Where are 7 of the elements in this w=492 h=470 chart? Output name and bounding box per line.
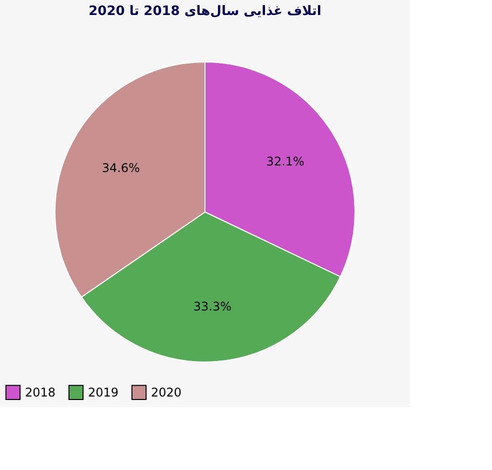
data-label: 34.6% (102, 160, 140, 175)
legend-label: 2020 (151, 385, 182, 400)
legend-label: 2019 (88, 385, 119, 400)
legend-label: 2018 (25, 385, 56, 400)
chart-title: اتلاف غذایی سال‌های 2018 تا 2020 (88, 4, 322, 19)
data-label: 33.3% (193, 300, 232, 314)
data-label: 32.1% (266, 154, 304, 168)
